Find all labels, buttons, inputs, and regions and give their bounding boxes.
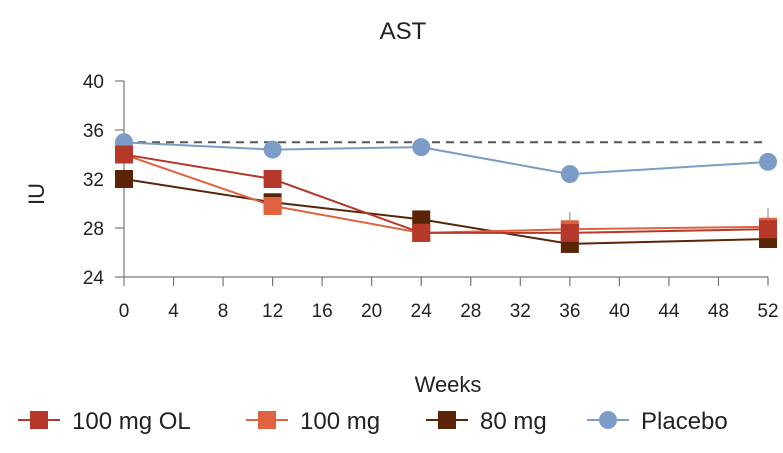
x-tick-label: 16	[312, 301, 333, 322]
legend-label: Placebo	[641, 408, 728, 435]
series-placebo	[123, 141, 769, 176]
legend-swatch-marker	[599, 411, 617, 429]
x-tick-label: 0	[119, 301, 130, 322]
legend-label: 80 mg	[480, 408, 547, 435]
y-tick-label: 32	[83, 170, 104, 191]
legend-item: 100 mg	[246, 408, 380, 435]
x-tick-label: 24	[411, 301, 433, 322]
legend-swatch-marker	[258, 411, 276, 429]
x-tick-label: 32	[510, 301, 531, 322]
data-point	[263, 196, 282, 215]
x-tick-label: 28	[460, 301, 481, 322]
data-point	[263, 170, 282, 188]
y-tick-label: 28	[83, 219, 104, 240]
x-tick-label: 52	[757, 301, 778, 322]
legend-item: Placebo	[587, 408, 728, 435]
data-point	[759, 152, 777, 171]
x-tick-label: 36	[559, 301, 580, 322]
x-tick-label: 20	[361, 301, 382, 322]
data-point	[115, 170, 133, 188]
y-tick-label: 36	[83, 121, 104, 142]
x-tick-label: 8	[218, 301, 229, 322]
legend-item: 100 mg OL	[18, 408, 191, 435]
legend-label: 100 mg OL	[72, 408, 191, 435]
data-point	[412, 223, 431, 242]
x-tick-label: 44	[658, 301, 680, 322]
x-tick-label: 48	[708, 301, 729, 322]
data-point	[560, 165, 579, 184]
series-line	[123, 141, 769, 176]
legend-swatch-marker	[438, 411, 456, 429]
data-point	[263, 140, 282, 159]
y-tick-label: 40	[83, 72, 104, 93]
y-axis-title: IU	[24, 183, 49, 205]
legend: 100 mg OL 100 mg 80 mg Placebo	[18, 408, 728, 435]
data-point	[412, 138, 431, 157]
x-axis-title: Weeks	[415, 372, 482, 397]
x-tick-label: 40	[609, 301, 630, 322]
series-layer	[115, 133, 777, 253]
x-tick-label: 4	[168, 301, 179, 322]
data-point	[759, 220, 777, 239]
legend-label: 100 mg	[300, 408, 380, 435]
legend-swatch-marker	[30, 411, 48, 429]
x-tick-label: 12	[262, 301, 283, 322]
legend-item: 80 mg	[426, 408, 547, 435]
data-point	[560, 223, 579, 242]
chart-title: AST	[380, 18, 427, 45]
data-point	[115, 145, 133, 164]
y-tick-label: 24	[83, 268, 105, 289]
